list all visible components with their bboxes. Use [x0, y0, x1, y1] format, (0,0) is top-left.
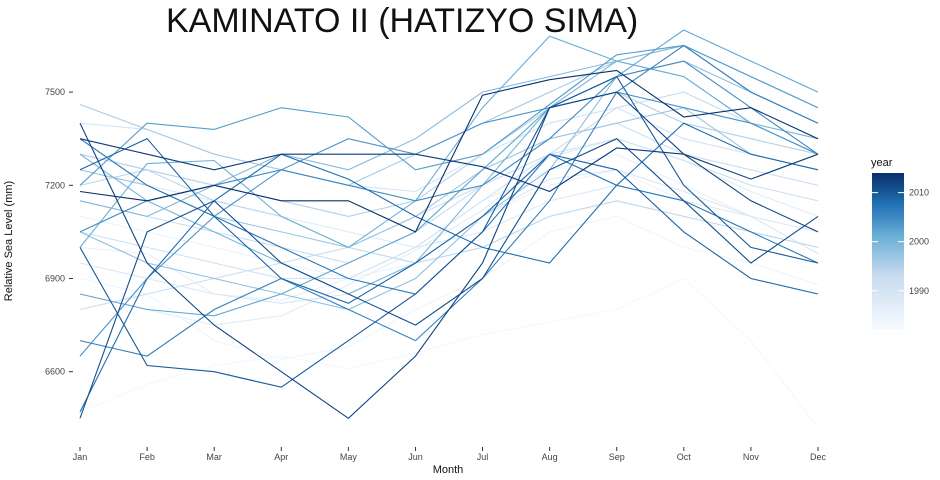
series-line-1992: [79, 122, 819, 311]
series-line-2010: [79, 75, 819, 388]
legend-tick-label: 2000: [909, 237, 929, 247]
y-tick-label: 7200: [45, 180, 65, 190]
x-tick-label: Nov: [743, 452, 760, 462]
y-axis: 6600 6900 7200 7500: [45, 87, 73, 377]
x-tick-label: Aug: [542, 452, 558, 462]
x-axis: Jan Feb Mar Apr May Jun Jul Aug Sep Oct Nov Dec: [73, 447, 827, 462]
color-legend: year 1990 2000 2010: [871, 157, 929, 330]
chart-title: KAMINATO II (HATIZYO SIMA): [166, 2, 639, 40]
legend-tick-label: 1990: [909, 286, 929, 296]
x-tick-label: Jan: [73, 452, 88, 462]
y-tick-label: 7500: [45, 87, 65, 97]
series-line-2009: [79, 138, 819, 304]
y-tick-label: 6900: [45, 273, 65, 283]
series-line-1995: [79, 91, 819, 217]
y-axis-label: Relative Sea Level (mm): [3, 181, 15, 301]
series-line-2001: [79, 35, 819, 249]
x-tick-label: Jul: [477, 452, 489, 462]
series-line-2014: [79, 69, 819, 233]
x-tick-label: Jun: [408, 452, 423, 462]
series-layer: [79, 29, 819, 428]
x-tick-label: Sep: [609, 452, 625, 462]
series-line-1984: [79, 215, 819, 360]
series-line-1990: [79, 107, 819, 193]
x-tick-label: Mar: [206, 452, 222, 462]
series-line-2013: [79, 138, 819, 193]
series-line-2012: [79, 91, 819, 420]
y-tick-label: 6600: [45, 367, 65, 377]
series-line-1987: [79, 138, 819, 326]
x-tick-label: May: [340, 452, 358, 462]
series-line-2003: [79, 44, 819, 186]
series-line-2004: [79, 91, 819, 357]
x-tick-label: Dec: [810, 452, 827, 462]
legend-colorbar: [872, 173, 904, 330]
series-line-1993: [79, 91, 819, 264]
x-tick-label: Oct: [677, 452, 692, 462]
series-line-1998: [79, 60, 819, 311]
series-line-2008: [79, 122, 819, 413]
legend-tick-label: 2010: [909, 188, 929, 198]
series-line-2011: [79, 138, 819, 419]
legend-title: year: [871, 157, 893, 169]
x-tick-label: Feb: [139, 452, 155, 462]
series-line-1983: [79, 277, 819, 428]
series-line-1994: [79, 169, 819, 264]
legend-ticks: 1990 2000 2010: [872, 188, 929, 296]
x-axis-label: Month: [433, 464, 464, 476]
x-tick-label: Apr: [274, 452, 288, 462]
